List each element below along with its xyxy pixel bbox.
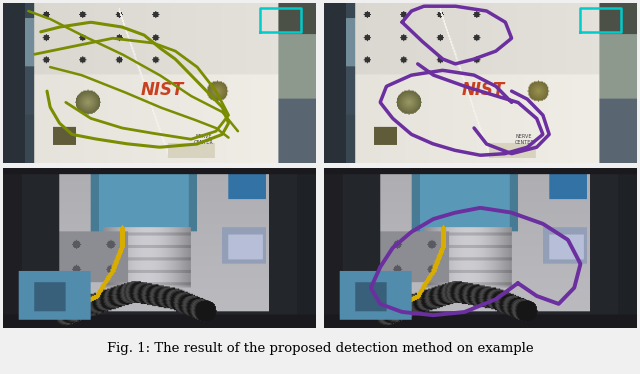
- Text: NERVE
CENTER: NERVE CENTER: [515, 134, 534, 145]
- Text: NERVE
CENTER: NERVE CENTER: [194, 134, 213, 145]
- Polygon shape: [3, 3, 25, 163]
- Text: NIST: NIST: [141, 80, 184, 98]
- Polygon shape: [324, 3, 346, 163]
- Text: NIST: NIST: [462, 80, 505, 98]
- Text: Fig. 1: The result of the proposed detection method on example: Fig. 1: The result of the proposed detec…: [107, 342, 533, 355]
